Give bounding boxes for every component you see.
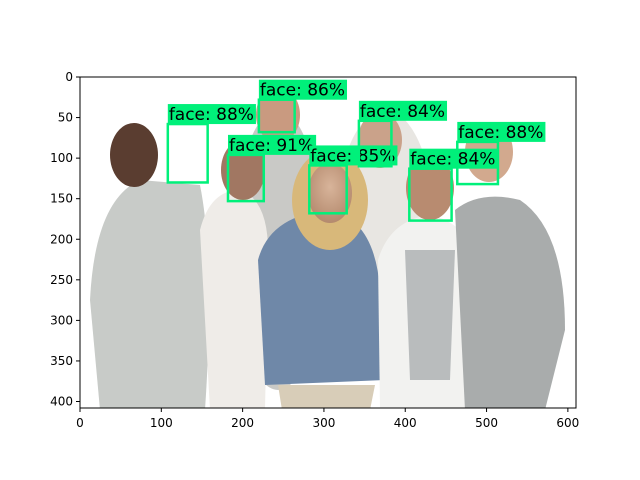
face-label-background: [409, 148, 498, 169]
face-label: face: 84%: [410, 150, 495, 170]
y-tick-label: 0: [65, 70, 73, 84]
x-tick-label: 100: [150, 416, 173, 430]
face-label: face: 86%: [260, 81, 345, 101]
y-tick-label: 350: [50, 354, 73, 368]
face-label: face: 88%: [169, 105, 254, 125]
x-tick-label: 400: [394, 416, 417, 430]
y-tick-label: 400: [50, 395, 73, 409]
x-tick-label: 600: [556, 416, 579, 430]
y-tick-label: 150: [50, 192, 73, 206]
y-tick-label: 300: [50, 313, 73, 327]
person-second-body: [200, 190, 269, 408]
face-detection: face: 85%: [308, 145, 398, 215]
x-tick-label: 500: [475, 416, 498, 430]
person-far-right-body: [455, 196, 565, 408]
face-detection: face: 84%: [357, 100, 448, 168]
y-tick-label: 200: [50, 232, 73, 246]
person-far-left-head: [110, 123, 158, 187]
face-label: face: 85%: [310, 146, 395, 166]
face-label: face: 84%: [360, 102, 445, 122]
y-tick-label: 100: [50, 151, 73, 165]
face-label-background: [227, 134, 317, 155]
y-tick-label: 50: [58, 111, 73, 125]
x-axis: 0 100 200 300 400 500 600: [76, 408, 579, 430]
face-label-background: [167, 104, 256, 125]
face-detection: face: 88%: [456, 121, 546, 186]
y-axis: 0 50 100 150 200 250 300 350 400: [50, 70, 80, 409]
face-detection: face: 84%: [408, 148, 498, 222]
person-center-body: [258, 210, 385, 385]
person-center-head: [308, 163, 352, 223]
detections-layer: face: 88% face: 86% face: 91%face: 85% face…: [166, 79, 546, 222]
x-tick-label: 200: [231, 416, 254, 430]
person-back-left-head: [256, 87, 300, 143]
face-label-background: [258, 79, 348, 100]
face-label-background: [358, 100, 448, 121]
face-label-background: [309, 145, 398, 166]
face-label: face: 91%: [229, 136, 314, 156]
face-detection: face: 91%: [226, 134, 317, 203]
person-right-woman-head: [406, 156, 454, 220]
face-detection: face: 86%: [257, 79, 348, 134]
x-tick-label: 300: [312, 416, 335, 430]
face-label-background: [457, 121, 546, 142]
person-far-left-body: [90, 180, 209, 408]
face-detection: face: 88%: [166, 104, 256, 184]
axes-frame: [79, 76, 577, 409]
y-tick-label: 250: [50, 273, 73, 287]
x-tick-label: 0: [76, 416, 84, 430]
face-label: face: 88%: [458, 123, 543, 143]
